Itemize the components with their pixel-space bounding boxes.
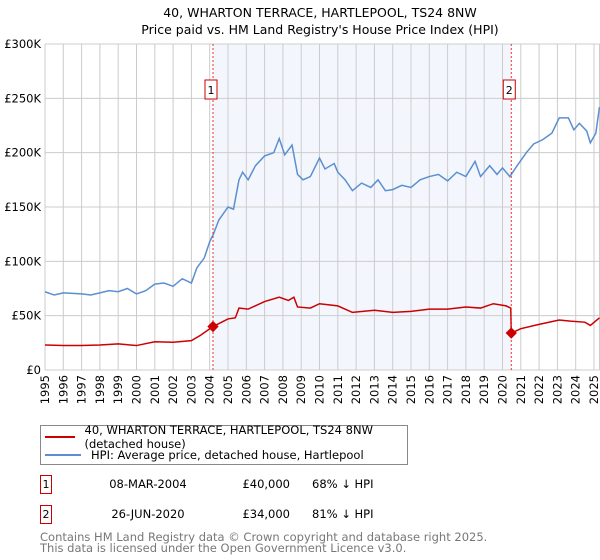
- sale-marker-label: 1: [207, 84, 214, 97]
- x-tick-label: 2005: [221, 375, 235, 404]
- x-tick-label: 2006: [239, 375, 253, 404]
- sale-point: [207, 320, 219, 333]
- x-tick-label: 1995: [38, 375, 52, 404]
- chart-subtitle: Price paid vs. HM Land Registry's House …: [141, 22, 498, 37]
- x-tick-label: 1996: [56, 375, 70, 404]
- sale-marker-label: 2: [506, 84, 513, 97]
- x-tick-label: 2019: [477, 375, 491, 404]
- x-tick-label: 2023: [550, 375, 564, 404]
- y-tick-label: £50K: [12, 309, 42, 323]
- x-tick-label: 2009: [294, 375, 308, 404]
- x-tick-label: 2003: [184, 375, 198, 404]
- x-tick-label: 2017: [441, 375, 455, 404]
- x-tick-label: 2000: [130, 375, 144, 404]
- sale-hpi-diff: 68% ↓ HPI: [312, 477, 374, 491]
- sale-price: £40,000: [242, 477, 290, 491]
- x-tick-label: 2004: [203, 375, 217, 404]
- x-tick-label: 2014: [386, 375, 400, 404]
- legend-swatch-red: [45, 436, 75, 438]
- legend-label: HPI: Average price, detached house, Hart…: [91, 448, 364, 462]
- x-tick-label: 1998: [93, 375, 107, 404]
- x-tick-label: 2012: [349, 375, 363, 404]
- sale-hpi-diff: 81% ↓ HPI: [312, 507, 374, 521]
- sale-row: 2 26-JUN-2020 £34,000 81% ↓ HPI: [40, 505, 440, 525]
- y-tick-label: £0: [26, 363, 41, 377]
- x-tick-label: 2013: [367, 375, 381, 404]
- y-tick-label: £200K: [4, 146, 41, 160]
- y-tick-label: £100K: [4, 254, 41, 268]
- sale-price: £34,000: [242, 507, 290, 521]
- x-tick-label: 2008: [276, 375, 290, 404]
- sale-row: 1 08-MAR-2004 £40,000 68% ↓ HPI: [40, 475, 440, 495]
- y-tick-label: £300K: [4, 37, 41, 51]
- x-tick-label: 1999: [111, 375, 125, 404]
- x-tick-label: 1997: [75, 375, 89, 404]
- x-tick-label: 2010: [313, 375, 327, 404]
- sale-marker-badge: [204, 79, 218, 100]
- x-tick-label: 2018: [459, 375, 473, 404]
- x-tick-label: 2001: [148, 375, 162, 404]
- sale-date: 26-JUN-2020: [111, 507, 185, 521]
- x-tick-label: 2024: [569, 375, 583, 404]
- footer-line: This data is licensed under the Open Gov…: [40, 540, 407, 555]
- legend-item-property: 40, WHARTON TERRACE, HARTLEPOOL, TS24 8N…: [45, 423, 407, 451]
- x-tick-label: 2016: [422, 375, 436, 404]
- sale-badge: 1: [40, 475, 52, 494]
- sale-point: [505, 327, 517, 339]
- footer-line: Contains HM Land Registry data © Crown c…: [40, 530, 488, 544]
- hpi-line: [44, 106, 600, 296]
- x-tick-label: 2015: [404, 375, 418, 404]
- legend-swatch-blue: [45, 454, 81, 456]
- sale-date: 08-MAR-2004: [109, 477, 187, 491]
- legend-item-hpi: HPI: Average price, detached house, Hart…: [45, 447, 364, 463]
- legend: 40, WHARTON TERRACE, HARTLEPOOL, TS24 8N…: [40, 423, 408, 465]
- chart-title: 40, WHARTON TERRACE, HARTLEPOOL, TS24 8N…: [163, 5, 477, 20]
- sale-marker-badge: [502, 79, 516, 100]
- sale-badge: 2: [40, 505, 52, 524]
- x-tick-label: 2021: [514, 375, 528, 404]
- x-tick-label: 2022: [532, 375, 546, 404]
- y-tick-label: £150K: [4, 200, 41, 214]
- x-tick-label: 2025: [587, 375, 600, 404]
- x-tick-label: 2002: [166, 375, 180, 404]
- x-tick-label: 2007: [258, 375, 272, 404]
- legend-label: 40, WHARTON TERRACE, HARTLEPOOL, TS24 8N…: [84, 423, 373, 451]
- y-tick-label: £250K: [4, 91, 41, 105]
- price-chart: 40, WHARTON TERRACE, HARTLEPOOL, TS24 8N…: [4, 5, 600, 404]
- x-tick-label: 2011: [331, 375, 345, 404]
- x-tick-label: 2020: [496, 375, 510, 404]
- footer: Contains HM Land Registry data © Crown c…: [40, 532, 487, 553]
